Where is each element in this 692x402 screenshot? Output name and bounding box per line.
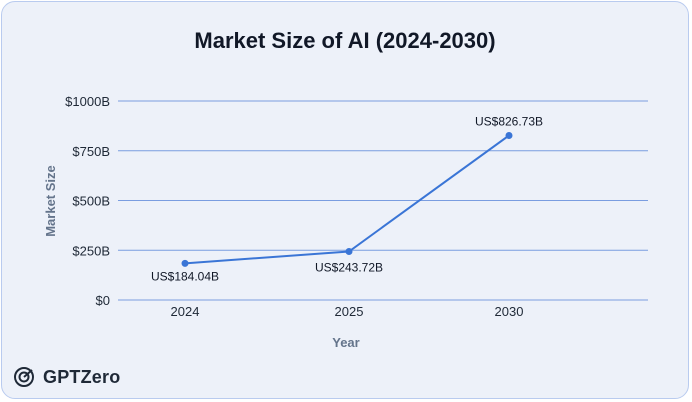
x-tick-label: 2030 — [495, 304, 524, 319]
y-tick-label: $1000B — [65, 94, 110, 109]
gptzero-logo-icon — [14, 367, 34, 387]
data-point — [505, 131, 513, 139]
x-axis-title: Year — [332, 335, 359, 350]
brand-logo: GPTZero — [13, 366, 120, 388]
brand-name: GPTZero — [43, 366, 121, 387]
y-tick-label: $750B — [72, 144, 110, 159]
series-line — [184, 134, 510, 265]
data-point — [345, 247, 353, 255]
x-tick-label: 2024 — [171, 304, 200, 319]
y-axis-title: Market Size — [43, 165, 58, 237]
y-tick-label: $0 — [96, 293, 110, 308]
data-label: US$184.04B — [151, 269, 219, 283]
x-tick-label: 2025 — [335, 304, 364, 319]
data-point — [181, 259, 189, 267]
data-label: US$243.72B — [315, 260, 383, 274]
y-tick-label: $250B — [72, 243, 110, 258]
y-tick-label: $500B — [72, 194, 110, 209]
data-label: US$826.73B — [475, 114, 543, 128]
chart-title: Market Size of AI (2024-2030) — [194, 28, 496, 53]
